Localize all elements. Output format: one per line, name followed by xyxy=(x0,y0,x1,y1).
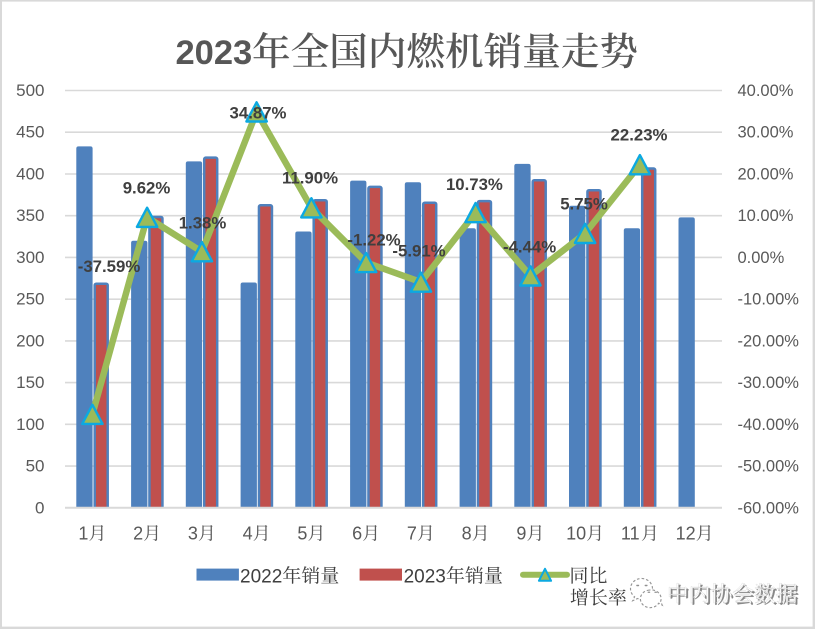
svg-text:-50.00%: -50.00% xyxy=(738,458,800,476)
svg-text:30.00%: 30.00% xyxy=(738,124,794,142)
svg-text:12: 12 xyxy=(676,524,696,544)
svg-text:9: 9 xyxy=(516,524,526,544)
svg-text:-5.91%: -5.91% xyxy=(392,242,445,261)
svg-text:400: 400 xyxy=(16,165,44,184)
svg-text:5.75%: 5.75% xyxy=(560,195,608,214)
svg-text:50: 50 xyxy=(26,457,45,476)
svg-text:5: 5 xyxy=(297,524,307,544)
svg-text:300: 300 xyxy=(16,248,44,267)
svg-text:22.23%: 22.23% xyxy=(611,126,668,145)
svg-text:200: 200 xyxy=(16,331,44,350)
svg-text:10.73%: 10.73% xyxy=(446,175,503,194)
svg-text:4: 4 xyxy=(243,524,253,544)
svg-text:2023: 2023 xyxy=(176,34,253,72)
svg-text:0: 0 xyxy=(35,498,44,517)
svg-text:10.00%: 10.00% xyxy=(738,207,794,225)
svg-text:350: 350 xyxy=(16,206,44,225)
svg-text:1: 1 xyxy=(78,524,88,544)
svg-text:-10.00%: -10.00% xyxy=(738,291,800,309)
svg-text:-20.00%: -20.00% xyxy=(738,332,800,350)
svg-text:40.00%: 40.00% xyxy=(738,82,794,100)
svg-text:-40.00%: -40.00% xyxy=(738,416,800,434)
svg-text:250: 250 xyxy=(16,290,44,309)
svg-text:-30.00%: -30.00% xyxy=(738,374,800,392)
svg-text:2023: 2023 xyxy=(404,566,446,587)
svg-text:2022: 2022 xyxy=(240,566,282,587)
svg-text:9.62%: 9.62% xyxy=(123,179,171,198)
svg-text:2: 2 xyxy=(133,524,143,544)
svg-text:6: 6 xyxy=(352,524,362,544)
svg-text:10: 10 xyxy=(566,524,586,544)
svg-text:11: 11 xyxy=(621,524,640,544)
svg-text:-60.00%: -60.00% xyxy=(738,499,800,517)
svg-text:100: 100 xyxy=(16,415,44,434)
svg-text:0.00%: 0.00% xyxy=(738,249,785,267)
svg-text:34.87%: 34.87% xyxy=(230,104,287,123)
svg-text:11.90%: 11.90% xyxy=(282,169,338,188)
svg-text:7: 7 xyxy=(407,524,417,544)
svg-text:450: 450 xyxy=(16,123,44,142)
svg-text:20.00%: 20.00% xyxy=(738,166,794,184)
svg-text:8: 8 xyxy=(462,524,472,544)
svg-text:-1.22%: -1.22% xyxy=(347,231,400,250)
svg-text:500: 500 xyxy=(16,81,44,100)
svg-text:150: 150 xyxy=(16,373,44,392)
svg-text:1.38%: 1.38% xyxy=(179,214,227,233)
svg-text:-4.44%: -4.44% xyxy=(503,238,556,257)
svg-text:3: 3 xyxy=(188,524,198,544)
svg-text:-37.59%: -37.59% xyxy=(78,257,141,276)
